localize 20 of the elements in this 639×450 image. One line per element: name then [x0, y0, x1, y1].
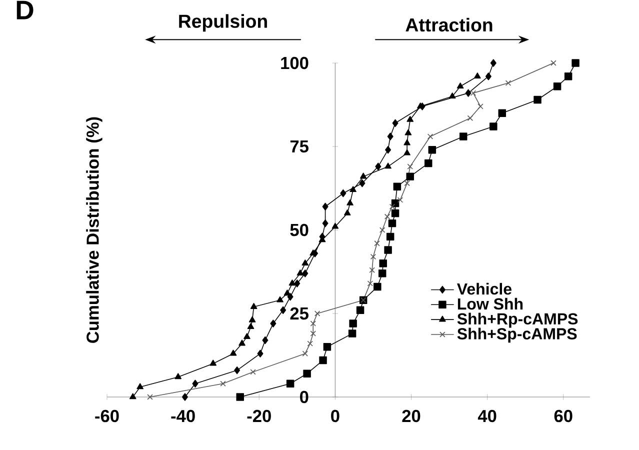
y-tick-label: 100 — [281, 56, 308, 70]
legend-label: Shh+Rp-cAMPS — [457, 312, 578, 328]
y-axis-title: Cumulative Distribution (%) — [86, 117, 102, 343]
text: Attraction — [406, 18, 492, 32]
x-tick-label: 60 — [554, 410, 572, 422]
x-tick-label: 20 — [402, 410, 420, 422]
y-tick-label: 75 — [290, 140, 308, 153]
legend-label: Low Shh — [458, 298, 523, 310]
legend-label: Vehicle — [457, 282, 512, 295]
x-tick-label: -40 — [171, 410, 195, 422]
x-tick-label: -60 — [95, 410, 119, 422]
text: Repulsion — [179, 14, 267, 32]
x-tick-label: 0 — [331, 410, 340, 422]
y-tick-label: 50 — [290, 224, 308, 236]
legend-label: Shh+Sp-cAMPS — [457, 328, 577, 343]
text: D — [16, 0, 34, 20]
y-tick-label: 0 — [300, 390, 308, 404]
x-tick-label: 40 — [478, 410, 496, 422]
x-tick-label: -20 — [247, 410, 271, 422]
y-tick-label: 25 — [290, 307, 308, 320]
